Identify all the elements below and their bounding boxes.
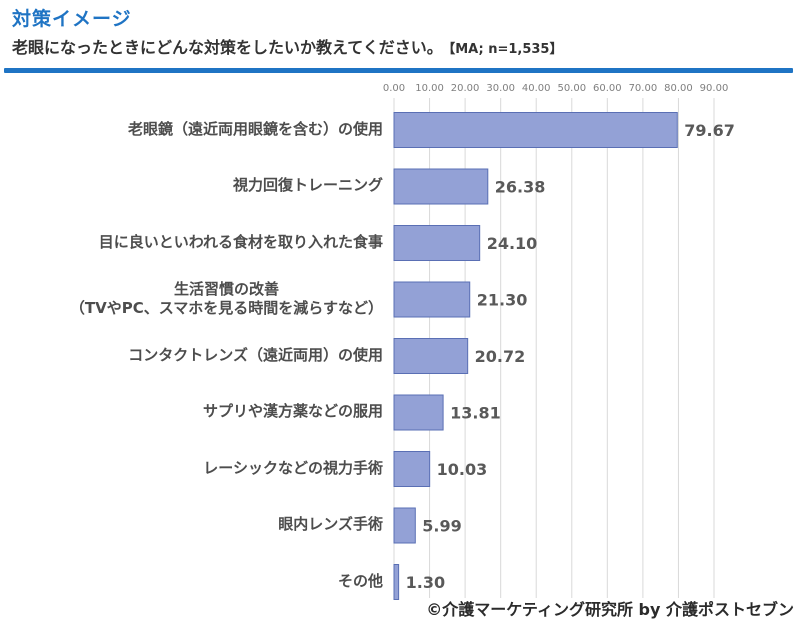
chart-heading: 対策イメージ [12,8,132,30]
value-label: 21.30 [477,291,528,310]
category-label: 生活習慣の改善 （TVやPC、スマホを見る時間を減らすなど） [69,279,383,317]
question-text: 老眼になったときにどんな対策をしたいか教えてください。 [12,38,443,57]
category-label: サプリや漢方薬などの服用 [202,402,383,420]
category-label: 目に良いといわれる食材を取り入れた食事 [98,232,383,251]
value-label: 26.38 [495,178,546,197]
header-divider [4,68,793,73]
x-tick-label: 40.00 [522,83,551,94]
x-tick-label: 70.00 [629,83,658,94]
category-label: レーシックなどの視力手術 [203,458,383,477]
bar [393,112,678,148]
value-label: 5.99 [422,517,461,536]
x-tick-label: 60.00 [593,83,622,94]
value-label: 13.81 [450,404,501,423]
bar [393,451,431,487]
x-tick-label: 30.00 [486,83,515,94]
bar [393,168,489,205]
value-label: 79.67 [684,121,735,140]
bar [393,225,481,261]
x-tick-label: 50.00 [557,83,586,94]
value-label: 10.03 [437,460,488,479]
value-label: 20.72 [475,347,526,366]
value-label: 1.30 [406,573,445,592]
category-label: 老眼鏡（遠近両用眼鏡を含む）の使用 [127,119,383,138]
x-tick-label: 80.00 [664,83,693,94]
copyright-credit: ©介護マーケティング研究所 by 介護ポストセブン [426,600,794,619]
category-label: コンタクトレンズ（遠近両用）の使用 [128,345,383,364]
category-label: その他 [337,571,383,590]
bar [393,394,444,431]
value-label: 24.10 [487,234,538,253]
x-tick-label: 20.00 [451,83,480,94]
bar [393,564,400,600]
bar [393,338,469,374]
category-label: 眼内レンズ手術 [278,515,383,533]
survey-question: 老眼になったときにどんな対策をしたいか教えてください。 【MA; n=1,535】 [12,34,562,58]
x-tick-label: 90.00 [700,83,729,94]
bar [393,507,416,544]
sample-size-note: 【MA; n=1,535】 [448,42,563,57]
x-tick-label: 0.00 [383,83,405,94]
bar [393,281,471,318]
x-tick-label: 10.00 [415,83,444,94]
category-label: 視力回復トレーニング [232,176,383,194]
